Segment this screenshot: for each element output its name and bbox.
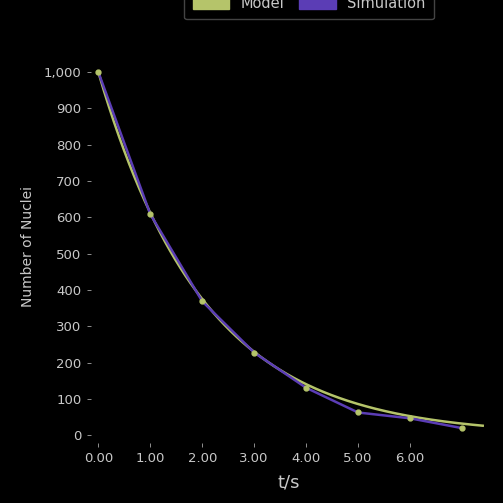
Y-axis label: Number of Nuclei: Number of Nuclei — [22, 186, 35, 307]
X-axis label: t/s: t/s — [278, 473, 300, 491]
Legend: Model, Simulation: Model, Simulation — [184, 0, 434, 20]
